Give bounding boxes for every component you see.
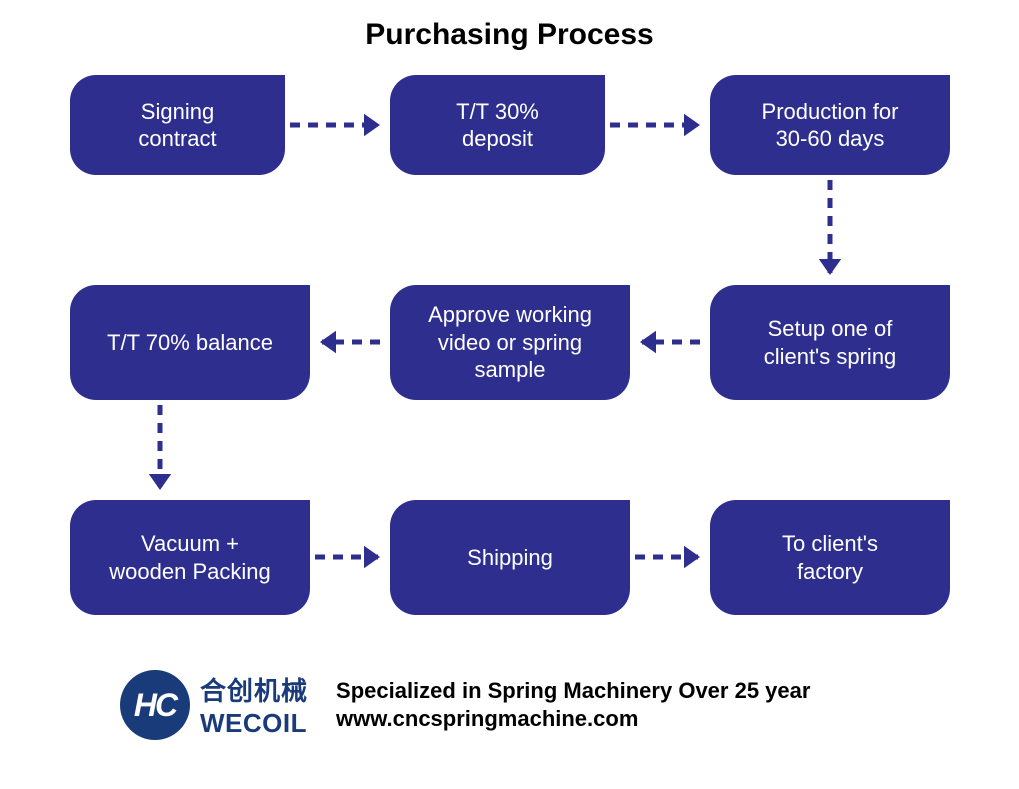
- logo-text-block: 合创机械 WECOIL: [200, 671, 308, 739]
- node-n4: Setup one ofclient's spring: [710, 285, 950, 400]
- node-n7: Vacuum +wooden Packing: [70, 500, 310, 615]
- logo-circle: HC: [120, 670, 190, 740]
- node-n3: Production for30-60 days: [710, 75, 950, 175]
- footer-line1: Specialized in Spring Machinery Over 25 …: [336, 678, 810, 704]
- node-n6: T/T 70% balance: [70, 285, 310, 400]
- logo-monogram: HC: [134, 687, 176, 724]
- logo-en: WECOIL: [200, 708, 308, 739]
- brand-logo: HC 合创机械 WECOIL: [120, 670, 308, 740]
- footer-line2: www.cncspringmachine.com: [336, 706, 810, 732]
- node-n1: Signingcontract: [70, 75, 285, 175]
- node-n2: T/T 30%deposit: [390, 75, 605, 175]
- title-text: Purchasing Process: [365, 18, 653, 51]
- node-n9: To client'sfactory: [710, 500, 950, 615]
- footer: HC 合创机械 WECOIL Specialized in Spring Mac…: [0, 670, 1019, 740]
- page-title: Purchasing Process: [0, 18, 1019, 52]
- node-n8: Shipping: [390, 500, 630, 615]
- logo-cn: 合创机械: [200, 671, 308, 708]
- node-n5: Approve workingvideo or springsample: [390, 285, 630, 400]
- footer-text: Specialized in Spring Machinery Over 25 …: [336, 676, 810, 734]
